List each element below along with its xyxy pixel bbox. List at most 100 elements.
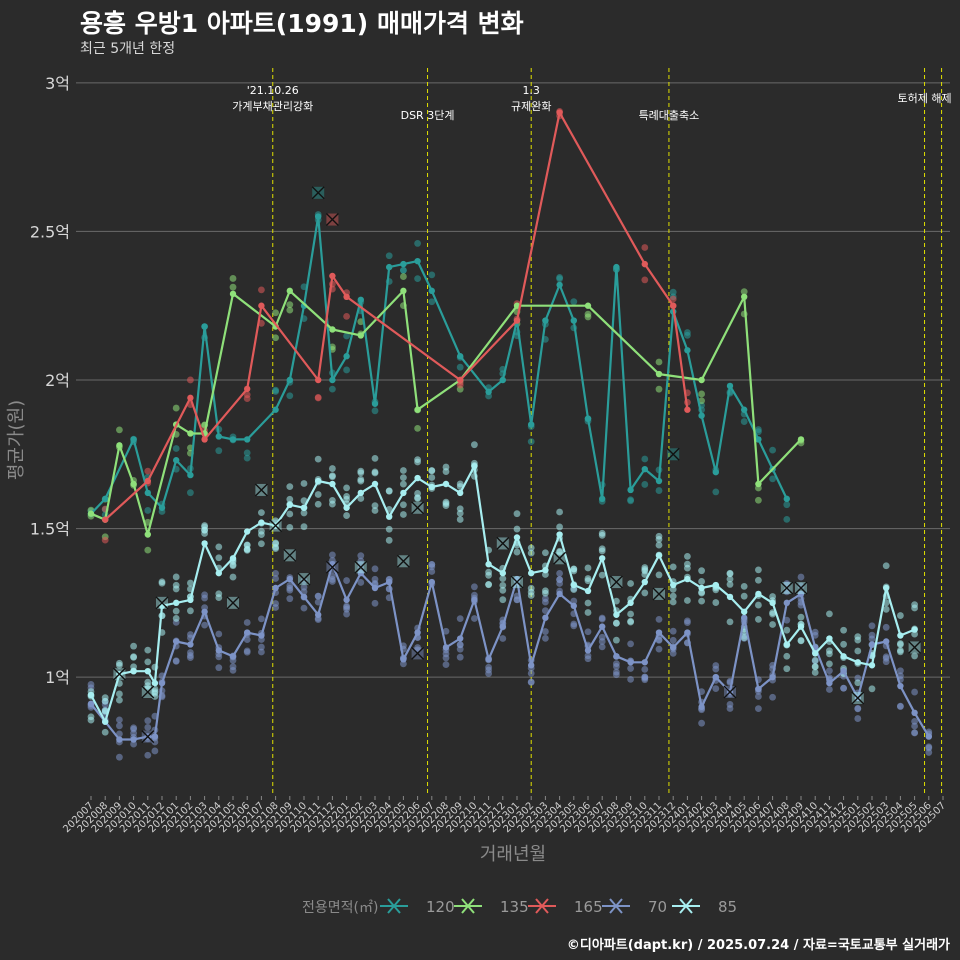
data-point-70	[215, 647, 222, 654]
data-point-85	[812, 650, 819, 657]
scatter-point-85	[826, 660, 833, 668]
data-point-85	[87, 691, 95, 699]
scatter-point-70	[471, 583, 478, 591]
scatter-point-85	[655, 571, 663, 579]
scatter-point-135	[116, 426, 123, 434]
scatter-point-70	[513, 596, 521, 604]
data-point-70	[670, 644, 677, 651]
x-marker-85	[510, 575, 524, 589]
scatter-point-85	[598, 571, 606, 579]
scatter-point-135	[414, 424, 421, 432]
x-marker-cross	[155, 596, 169, 610]
data-point-85	[173, 599, 180, 607]
scatter-point-135	[144, 546, 152, 554]
data-point-120	[286, 376, 293, 384]
scatter-point-165	[456, 381, 464, 389]
scatter-point-70	[187, 631, 194, 638]
scatter-point-85	[598, 531, 606, 539]
scatter-point-85	[300, 509, 308, 517]
scatter-point-70	[314, 592, 322, 600]
scatter-point-85	[229, 573, 237, 581]
scatter-point-85	[471, 441, 478, 449]
data-point-70	[258, 632, 265, 639]
scatter-point-70	[797, 582, 805, 590]
data-point-70	[868, 641, 876, 648]
x-marker-85	[851, 691, 865, 705]
scatter-point-70	[797, 573, 805, 581]
data-point-70	[201, 608, 208, 615]
data-point-120	[371, 400, 379, 407]
scatter-point-165	[187, 376, 194, 384]
legend-label: 135	[500, 898, 529, 916]
scatter-point-120	[769, 446, 776, 454]
scatter-point-70	[882, 658, 890, 666]
scatter-point-85	[201, 522, 209, 529]
scatter-point-85	[442, 500, 450, 507]
scatter-point-70	[144, 717, 152, 725]
scatter-point-70	[542, 607, 549, 615]
data-point-120	[386, 263, 393, 271]
x-marker-85	[269, 519, 283, 533]
scatter-point-85	[783, 652, 791, 660]
x-marker-cross	[283, 548, 297, 562]
data-point-70	[272, 584, 279, 592]
scatter-point-70	[897, 702, 904, 710]
data-point-85	[414, 474, 421, 482]
scatter-point-85	[698, 567, 705, 575]
data-point-70	[584, 647, 592, 654]
scatter-point-85	[258, 540, 265, 548]
data-point-120	[173, 457, 180, 464]
x-marker-85	[609, 575, 623, 589]
scatter-point-85	[329, 465, 336, 472]
scatter-point-70	[329, 576, 336, 583]
scatter-point-120	[414, 275, 421, 283]
scatter-point-165	[243, 391, 251, 399]
scatter-point-85	[854, 679, 862, 687]
scatter-point-70	[826, 686, 833, 693]
scatter-point-70	[201, 594, 209, 602]
data-point-165	[201, 436, 208, 443]
data-point-165	[244, 385, 251, 393]
x-marker-120	[311, 186, 325, 200]
data-point-70	[840, 668, 847, 675]
scatter-point-70	[144, 723, 152, 731]
scatter-point-85	[840, 626, 847, 634]
scatter-point-85	[201, 530, 209, 537]
legend-item-120: 120	[380, 898, 455, 916]
data-point-85	[726, 593, 734, 601]
scatter-point-70	[215, 630, 223, 638]
scatter-point-85	[371, 502, 379, 510]
scatter-point-70	[442, 627, 450, 635]
scatter-point-70	[570, 620, 578, 628]
scatter-point-85	[357, 469, 365, 477]
x-marker-cross	[666, 447, 680, 461]
scatter-point-70	[329, 551, 336, 559]
x-marker-cross	[553, 551, 567, 565]
data-point-85	[201, 540, 208, 547]
data-point-135	[286, 287, 293, 295]
scatter-point-85	[598, 545, 606, 553]
scatter-point-85	[258, 527, 265, 535]
scatter-point-70	[258, 615, 265, 623]
data-point-120	[329, 376, 336, 384]
scatter-point-85	[613, 636, 620, 644]
scatter-point-120	[641, 455, 649, 463]
scatter-point-120	[343, 332, 350, 340]
data-point-135	[400, 287, 407, 295]
legend-label: 120	[426, 898, 455, 916]
scatter-point-70	[527, 678, 535, 686]
x-marker-cross	[609, 575, 623, 589]
scatter-point-70	[471, 615, 478, 622]
scatter-point-70	[343, 577, 350, 584]
scatter-point-85	[442, 463, 450, 471]
scatter-point-85	[215, 554, 223, 562]
scatter-point-85	[797, 613, 805, 621]
scatter-point-120	[243, 449, 251, 457]
scatter-point-70	[542, 628, 549, 635]
scatter-point-85	[627, 610, 634, 618]
x-marker-cross	[141, 685, 155, 699]
data-point-165	[641, 260, 648, 268]
scatter-point-85	[485, 571, 492, 579]
scatter-point-85	[229, 562, 237, 570]
